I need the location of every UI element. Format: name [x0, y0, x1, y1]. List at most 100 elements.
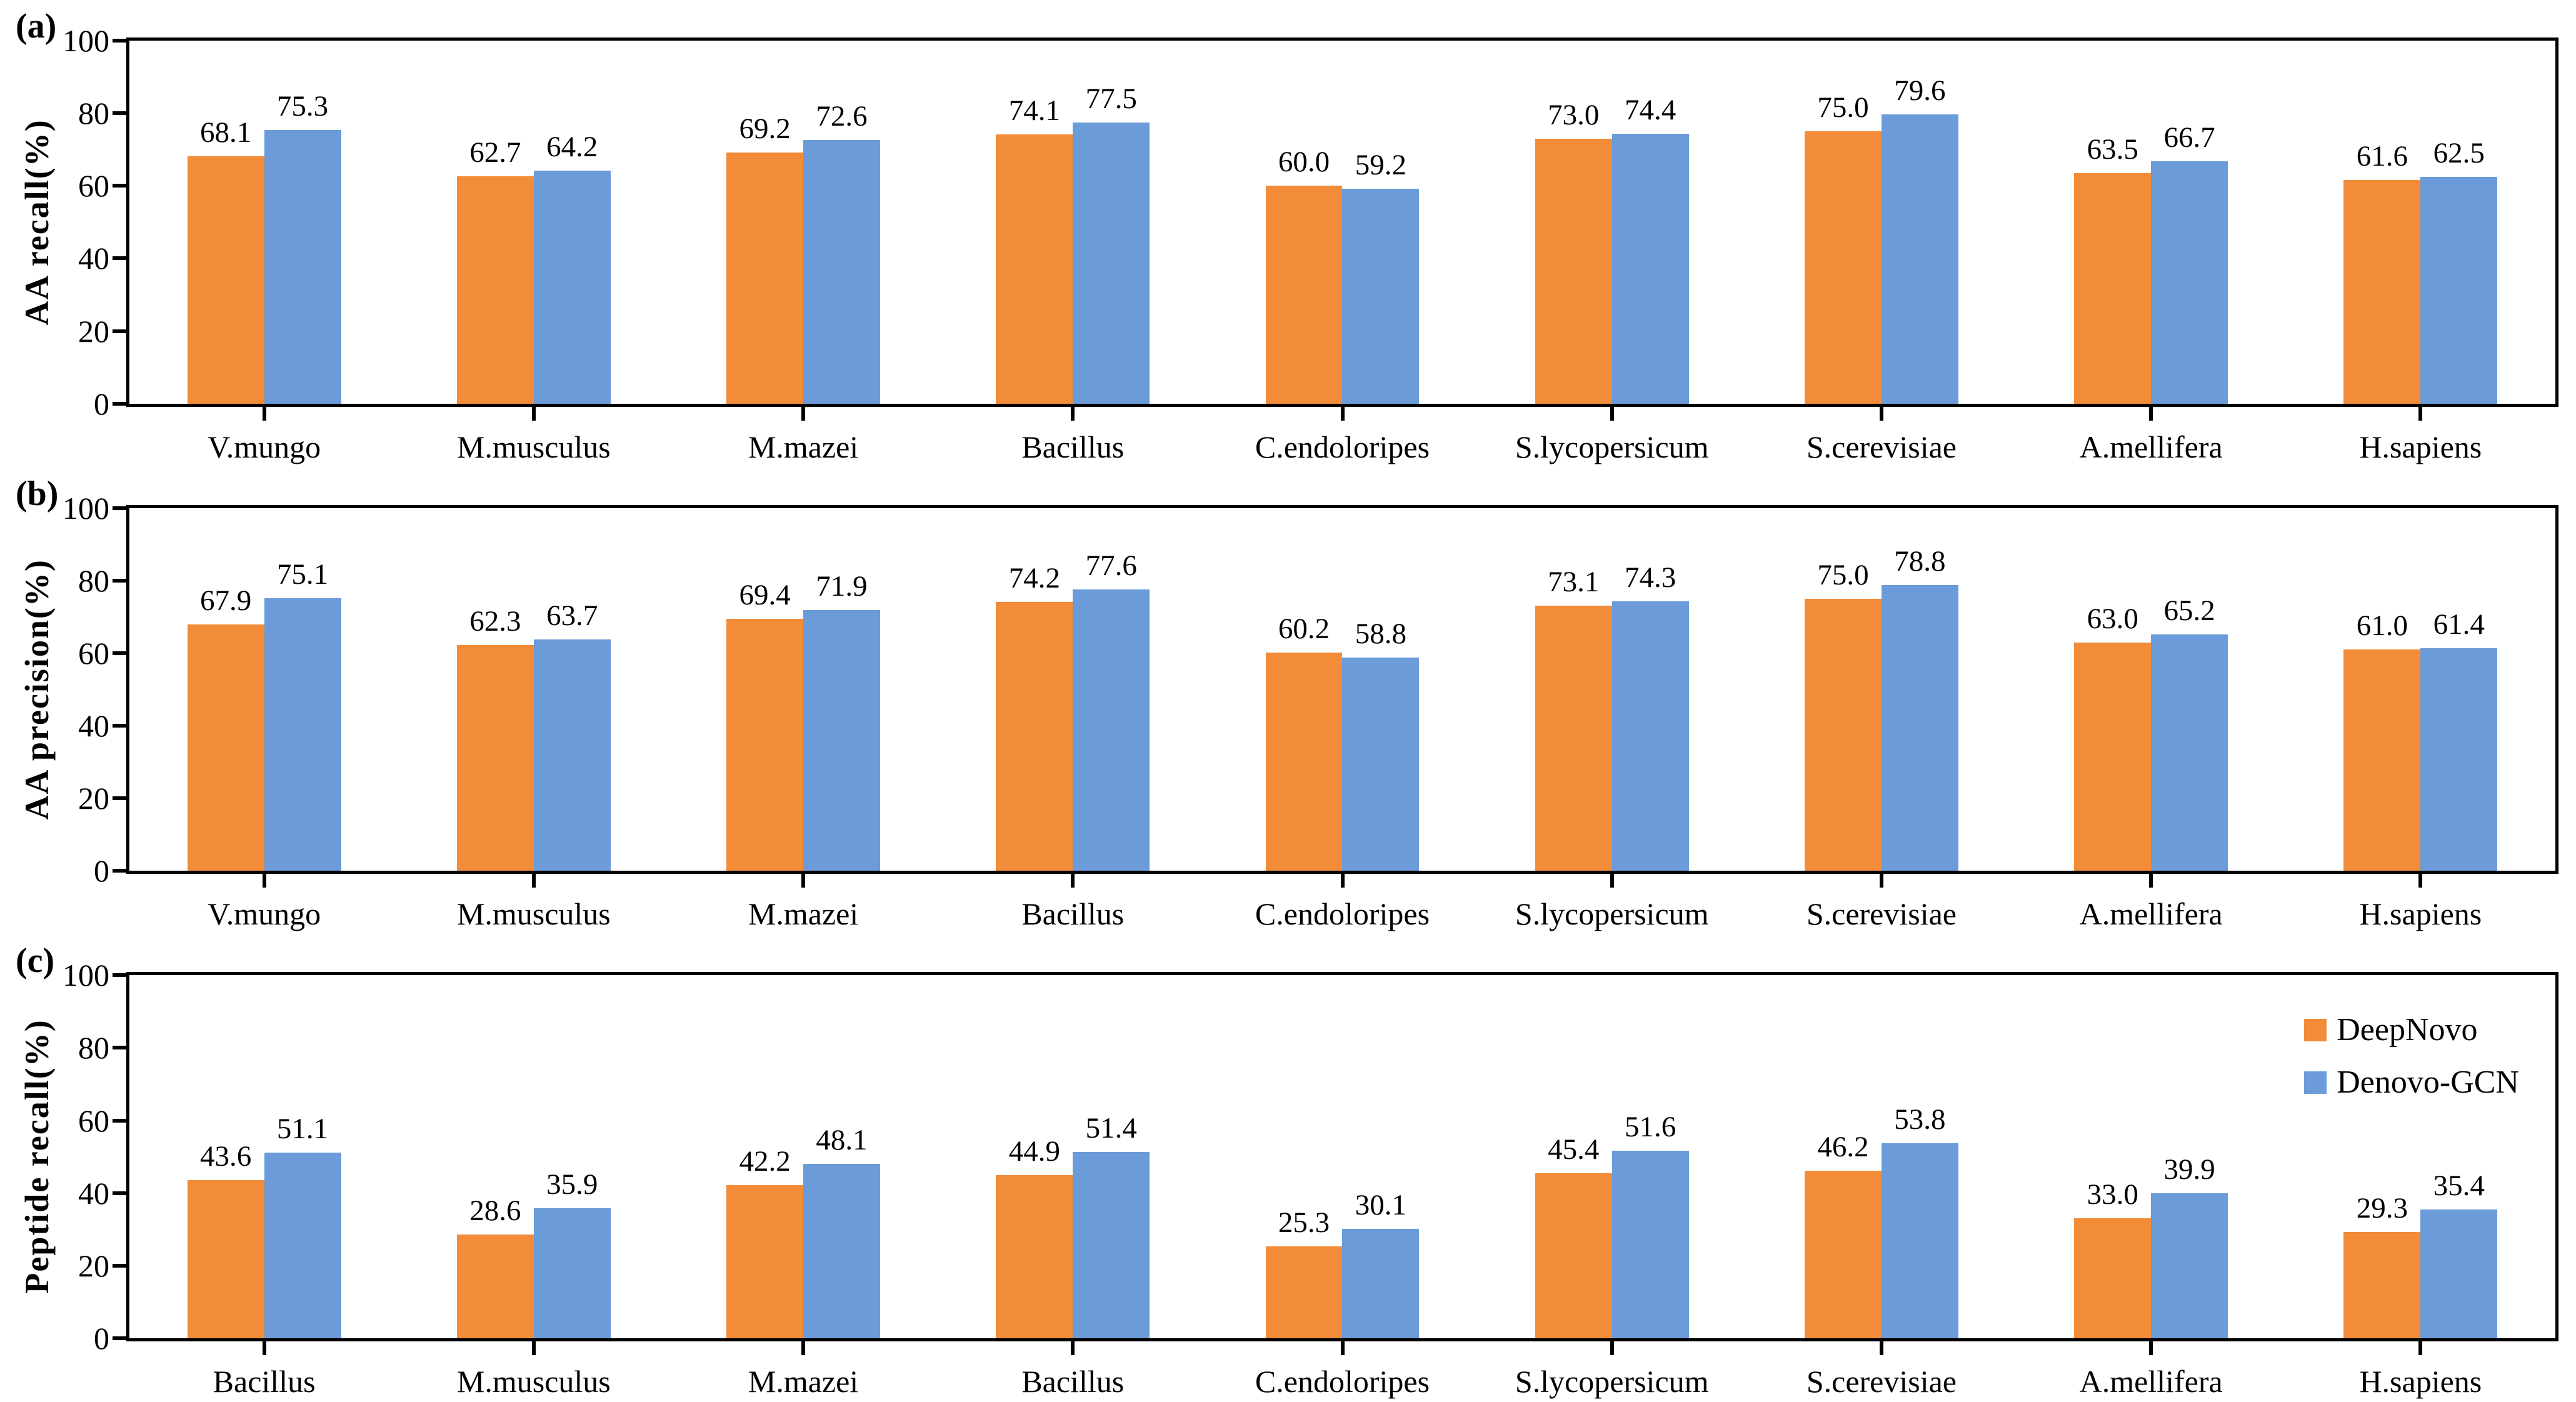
bar-denovo-gcn: 58.8	[1342, 619, 1420, 871]
x-tick	[531, 1340, 536, 1356]
bar-deepnovo: 69.2	[726, 114, 804, 404]
x-tick	[1879, 1340, 1883, 1356]
x-category-label: V.mungo	[208, 896, 321, 932]
bar-value-label: 69.4	[739, 579, 791, 612]
bar-denovo-gcn: 75.1	[264, 560, 341, 871]
y-tick	[113, 329, 128, 333]
bars-layer: 43.6 51.1 28.6 35.9 42.2 48.1 44.9 51.4 25.3 30.1…	[129, 975, 2555, 1339]
bar-deepnovo: 73.0	[1535, 100, 1612, 404]
x-tick	[2418, 873, 2423, 888]
panel-a: (a) AA recall(%) 0 20 40 60 80 100 68.1 75.3 62.7 6…	[0, 0, 2576, 468]
bar-value-label: 28.6	[469, 1194, 521, 1227]
y-tick-label: 80	[78, 96, 109, 131]
legend: DeepNovo Denovo-GCN	[2304, 1014, 2519, 1099]
bar-group: 28.6 35.9	[399, 975, 668, 1339]
x-category-label: C.endoloripes	[1255, 896, 1430, 932]
y-tick-label: 40	[78, 1175, 109, 1211]
x-category-label: S.cerevisiae	[1806, 429, 1957, 464]
bar-value-label: 35.4	[2433, 1169, 2485, 1203]
x-tick	[1340, 1340, 1345, 1356]
bar-deepnovo: 75.0	[1805, 93, 1882, 404]
bar-value-label: 30.1	[1355, 1189, 1407, 1222]
bar-deepnovo: 43.6	[187, 1141, 264, 1339]
bar-value-label: 60.2	[1278, 612, 1330, 645]
bar-value-label: 45.4	[1548, 1133, 1600, 1166]
bar-value-label: 33.0	[2087, 1178, 2138, 1211]
y-tick-label: 100	[63, 23, 109, 58]
bar-deepnovo: 61.6	[2343, 141, 2421, 404]
y-tick	[113, 869, 128, 873]
x-category-label: C.endoloripes	[1255, 1364, 1430, 1399]
bar-value-label: 72.6	[816, 100, 868, 133]
x-tick	[1610, 1340, 1614, 1356]
y-tick	[113, 651, 128, 655]
panel-letter-a: (a)	[16, 7, 57, 46]
bar-deepnovo: 45.4	[1535, 1135, 1612, 1339]
bar-value-label: 63.7	[546, 599, 598, 633]
bar-group: 43.6 51.1	[129, 975, 399, 1339]
bar-value-label: 53.8	[1894, 1103, 1946, 1136]
bar-group: 73.1 74.3	[1477, 508, 1747, 871]
panel-c: (c) Peptide recall(%) 0 20 40 60 80 100 43.6 51.1…	[0, 934, 2576, 1402]
bar-value-label: 51.6	[1625, 1111, 1676, 1144]
bar-value-label: 61.4	[2433, 608, 2485, 641]
bar-group: 62.3 63.7	[399, 508, 668, 871]
bar-value-label: 63.0	[2087, 602, 2138, 635]
bar-deepnovo: 75.0	[1805, 560, 1882, 871]
x-category-label: V.mungo	[208, 429, 321, 464]
y-tick	[113, 1263, 128, 1268]
bar-denovo-gcn: 77.5	[1073, 84, 1150, 404]
bar-group: 42.2 48.1	[668, 975, 938, 1339]
plot-area-c: 0 20 40 60 80 100 43.6 51.1 28.6 35.9 42.2 48.1 44.9…	[63, 959, 2558, 1397]
bar-deepnovo: 74.1	[996, 96, 1073, 404]
bar-value-label: 79.6	[1894, 74, 1946, 108]
bar-value-label: 61.6	[2356, 139, 2408, 173]
x-category-label: H.sapiens	[2359, 896, 2482, 932]
bar-value-label: 25.3	[1278, 1206, 1330, 1239]
y-tick	[113, 1336, 128, 1341]
bars-layer: 68.1 75.3 62.7 64.2 69.2 72.6 74.1 77.5 60.0 59.2…	[129, 41, 2555, 404]
x-category-label: S.lycopersicum	[1515, 429, 1709, 464]
y-axis-title-a: AA recall(%)	[18, 119, 56, 326]
x-tick	[262, 873, 266, 888]
x-category-label: M.musculus	[456, 896, 611, 932]
x-category-label: M.mazei	[748, 429, 859, 464]
bar-group: 75.0 79.6	[1747, 41, 2016, 404]
legend-swatch-deepnovo-icon	[2304, 1019, 2327, 1042]
y-tick	[113, 796, 128, 801]
x-category-label: H.sapiens	[2359, 429, 2482, 464]
bar-denovo-gcn: 72.6	[803, 102, 880, 404]
bar-value-label: 43.6	[200, 1139, 252, 1173]
bar-value-label: 75.3	[276, 90, 329, 123]
x-category-label: S.lycopersicum	[1515, 1364, 1709, 1399]
x-category-label: S.cerevisiae	[1806, 1364, 1957, 1399]
y-tick-label: 40	[78, 708, 109, 744]
bar-group: 68.1 75.3	[129, 41, 399, 404]
bar-group: 33.0 39.9	[2017, 975, 2286, 1339]
x-tick	[2149, 873, 2153, 888]
x-tick	[801, 873, 806, 888]
bar-value-label: 29.3	[2356, 1191, 2408, 1224]
bar-denovo-gcn: 51.6	[1611, 1113, 1689, 1339]
y-tick-label: 100	[63, 490, 109, 526]
x-tick	[2149, 405, 2153, 421]
bar-group: 25.3 30.1	[1208, 975, 1477, 1339]
bar-group: 29.3 35.4	[2286, 975, 2555, 1339]
bar-denovo-gcn: 74.3	[1611, 563, 1689, 871]
bar-value-label: 73.1	[1548, 565, 1600, 598]
bar-value-label: 75.1	[276, 558, 329, 591]
x-category-label: M.musculus	[456, 1364, 611, 1399]
x-tick	[1340, 873, 1345, 888]
legend-swatch-denovo-gcn-icon	[2304, 1071, 2327, 1094]
y-tick-label: 100	[63, 958, 109, 993]
bar-value-label: 44.9	[1008, 1135, 1060, 1168]
legend-item-deepnovo: DeepNovo	[2304, 1014, 2519, 1046]
y-tick-label: 80	[78, 1030, 109, 1066]
bar-value-label: 39.9	[2163, 1153, 2215, 1186]
x-axis-labels: Bacillus M.musculus M.mazei Bacillus C.endol…	[129, 1366, 2555, 1397]
bar-value-label: 61.0	[2356, 609, 2408, 643]
x-category-label: Bacillus	[1021, 1364, 1125, 1399]
x-tick	[262, 1340, 266, 1356]
bar-value-label: 46.2	[1817, 1130, 1869, 1163]
bar-group: 74.2 77.6	[938, 508, 1208, 871]
